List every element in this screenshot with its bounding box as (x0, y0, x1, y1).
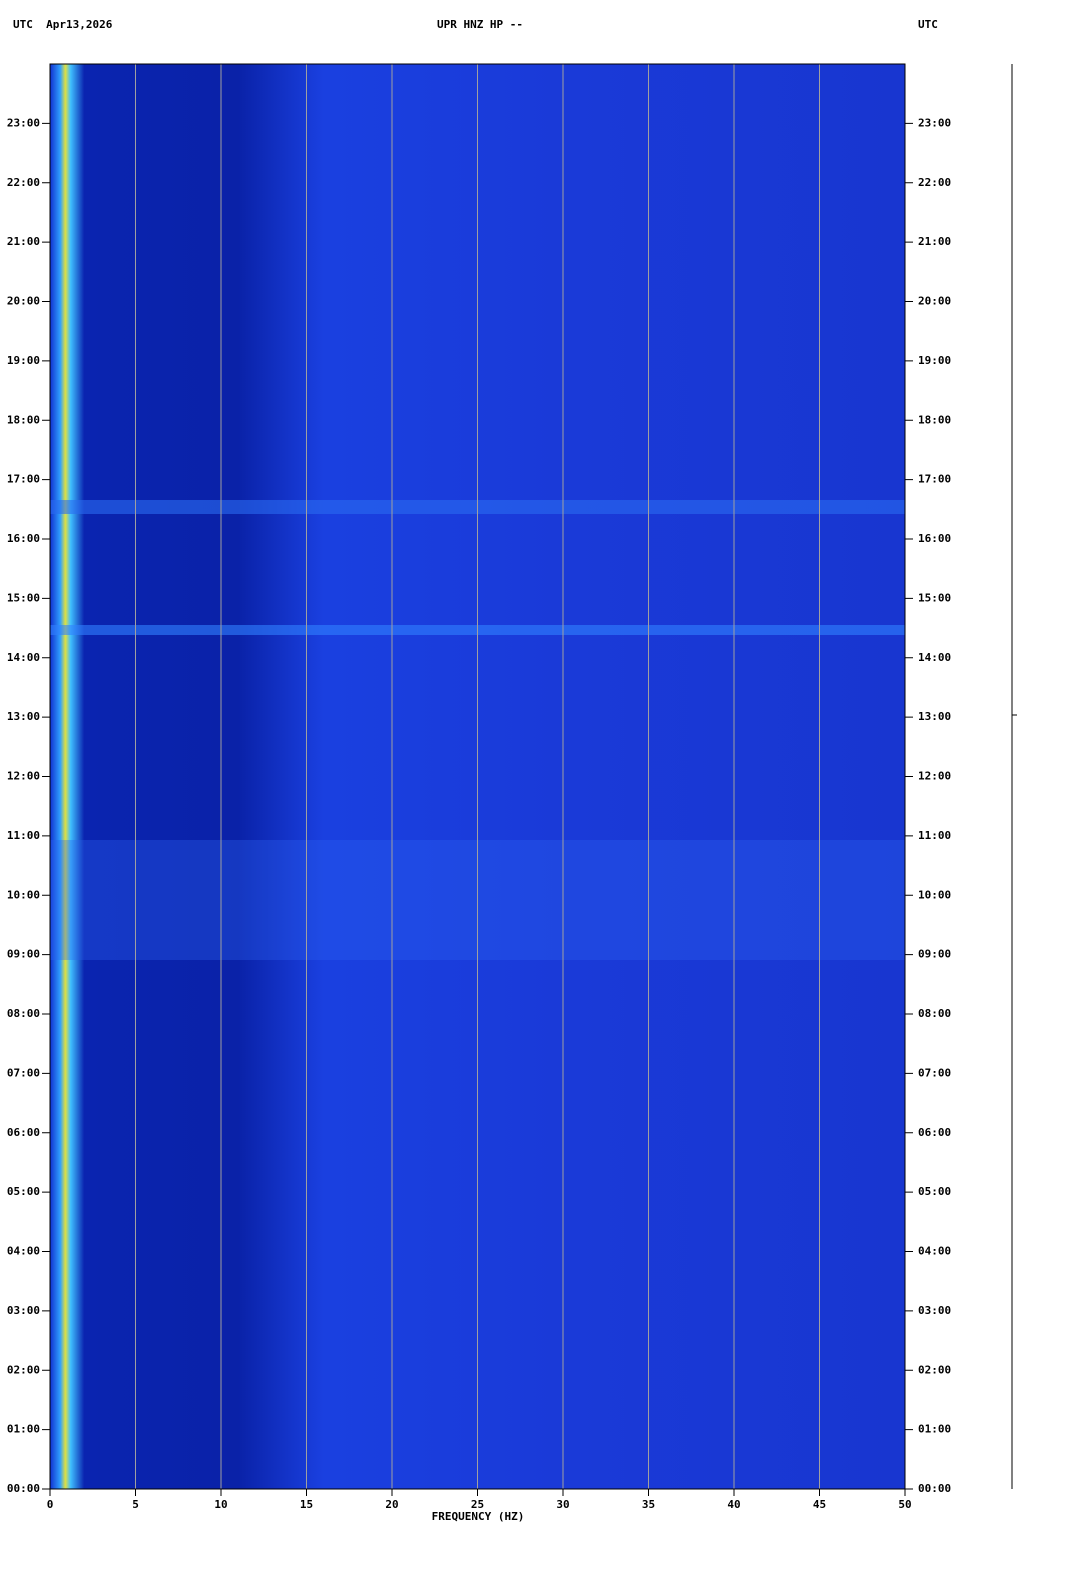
y-tick-label: 12:00 (918, 770, 951, 783)
y-tick-label: 17:00 (7, 473, 40, 486)
y-tick-label: 22:00 (918, 176, 951, 189)
right-header: UTC (918, 18, 938, 31)
y-tick-label: 16:00 (7, 532, 40, 545)
y-tick-label: 23:00 (7, 116, 40, 129)
y-tick-label: 22:00 (7, 176, 40, 189)
y-tick-label: 06:00 (7, 1126, 40, 1139)
y-tick-label: 02:00 (918, 1363, 951, 1376)
y-tick-label: 12:00 (7, 770, 40, 783)
y-tick-label: 10:00 (7, 888, 40, 901)
y-tick-label: 07:00 (918, 1066, 951, 1079)
y-tick-label: 21:00 (7, 235, 40, 248)
y-tick-label: 23:00 (918, 116, 951, 129)
y-tick-label: 15:00 (918, 591, 951, 604)
x-tick-label: 40 (727, 1498, 740, 1511)
y-tick-label: 05:00 (918, 1185, 951, 1198)
x-axis-label: FREQUENCY (HZ) (432, 1510, 525, 1523)
y-tick-label: 08:00 (7, 1007, 40, 1020)
x-tick-label: 35 (642, 1498, 655, 1511)
y-tick-label: 20:00 (918, 295, 951, 308)
x-tick-label: 10 (214, 1498, 227, 1511)
y-tick-label: 04:00 (7, 1245, 40, 1258)
y-tick-label: 17:00 (918, 473, 951, 486)
x-tick-label: 50 (898, 1498, 911, 1511)
y-tick-label: 08:00 (918, 1007, 951, 1020)
y-tick-label: 21:00 (918, 235, 951, 248)
y-tick-label: 14:00 (918, 651, 951, 664)
x-tick-label: 20 (385, 1498, 398, 1511)
y-tick-label: 03:00 (7, 1304, 40, 1317)
y-tick-label: 06:00 (918, 1126, 951, 1139)
y-tick-label: 07:00 (7, 1066, 40, 1079)
y-tick-label: 14:00 (7, 651, 40, 664)
y-tick-label: 13:00 (7, 710, 40, 723)
y-tick-label: 13:00 (918, 710, 951, 723)
y-tick-label: 19:00 (918, 354, 951, 367)
y-tick-label: 18:00 (7, 413, 40, 426)
y-tick-label: 00:00 (918, 1482, 951, 1495)
y-tick-label: 11:00 (7, 829, 40, 842)
y-tick-label: 15:00 (7, 591, 40, 604)
y-tick-label: 00:00 (7, 1482, 40, 1495)
x-tick-label: 45 (813, 1498, 826, 1511)
y-tick-label: 20:00 (7, 295, 40, 308)
x-tick-label: 25 (471, 1498, 484, 1511)
x-tick-label: 0 (47, 1498, 54, 1511)
chart-title: UPR HNZ HP -- (437, 18, 523, 31)
y-tick-label: 19:00 (7, 354, 40, 367)
x-tick-label: 5 (132, 1498, 139, 1511)
y-tick-label: 01:00 (7, 1423, 40, 1436)
y-tick-label: 01:00 (918, 1423, 951, 1436)
y-tick-label: 04:00 (918, 1245, 951, 1258)
left-header: UTC Apr13,2026 (13, 18, 113, 31)
y-tick-label: 09:00 (7, 948, 40, 961)
y-tick-label: 09:00 (918, 948, 951, 961)
x-tick-label: 30 (556, 1498, 569, 1511)
y-tick-label: 05:00 (7, 1185, 40, 1198)
x-tick-label: 15 (300, 1498, 313, 1511)
y-tick-label: 02:00 (7, 1363, 40, 1376)
y-tick-label: 16:00 (918, 532, 951, 545)
y-tick-label: 11:00 (918, 829, 951, 842)
y-tick-label: 10:00 (918, 888, 951, 901)
y-tick-label: 18:00 (918, 413, 951, 426)
y-tick-label: 03:00 (918, 1304, 951, 1317)
plot-frame (49, 63, 906, 1490)
